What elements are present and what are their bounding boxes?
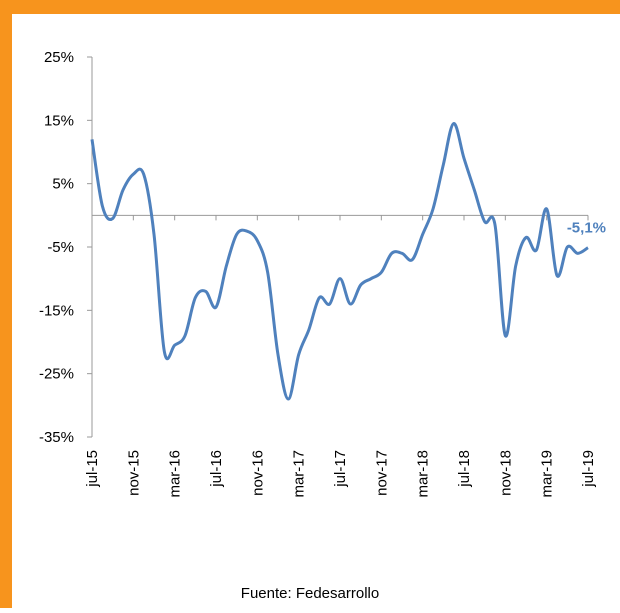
x-tick-label: jul-17 (332, 450, 349, 488)
x-tick-label: jul-19 (580, 450, 597, 488)
y-tick-label: -15% (39, 302, 74, 319)
x-tick-label: mar-17 (291, 450, 308, 498)
y-tick-label: 5% (52, 176, 74, 193)
x-tick-label: nov-17 (373, 450, 390, 496)
y-tick-label: 15% (44, 112, 74, 129)
x-tick-label: jul-15 (84, 450, 101, 488)
source: Fuente: Fedesarrollo (241, 585, 379, 602)
left-border (0, 0, 12, 608)
x-tick-label: mar-16 (167, 450, 184, 498)
x-tick-label: nov-18 (497, 450, 514, 496)
line (90, 121, 589, 401)
x-tick-label: jul-18 (456, 450, 473, 488)
data-label: -5,1% (567, 220, 606, 237)
top-border (0, 0, 620, 14)
x-tick-label: mar-19 (539, 450, 556, 498)
y-tick-label: 25% (44, 49, 74, 66)
y-tick-label: -35% (39, 429, 74, 446)
x-tick-label: jul-16 (208, 450, 225, 488)
x-tick-label: nov-15 (125, 450, 142, 496)
x-tick-label: mar-18 (415, 450, 432, 498)
x-tick-label: nov-16 (249, 450, 266, 496)
y-tick-label: -25% (39, 366, 74, 383)
y-tick-label: -5% (47, 239, 74, 256)
